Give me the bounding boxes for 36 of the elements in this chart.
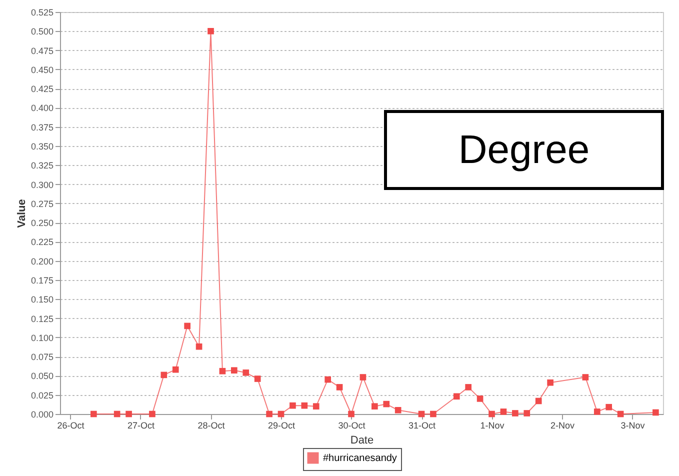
y-tick-label: 0.175: [30, 276, 54, 286]
y-tick-label: 0.125: [30, 314, 54, 324]
y-tick-label: 0.050: [30, 371, 54, 382]
y-tick-label: 0.375: [30, 122, 54, 132]
y-tick-label: 0.075: [30, 352, 54, 362]
x-axis-title: Date: [350, 434, 374, 446]
y-tick-label: 0.000: [30, 410, 54, 420]
legend-label: #hurricanesandy: [323, 453, 397, 464]
x-tick-label: 29-Oct: [268, 420, 296, 430]
y-tick-label: 0.200: [30, 256, 54, 266]
x-tick-label: 27-Oct: [127, 420, 155, 430]
x-tick-label: 3-Nov: [620, 420, 646, 430]
text-frame: Degree: [384, 110, 664, 190]
y-tick-label: 0.525: [30, 8, 54, 18]
y-tick-label: 0.225: [30, 237, 54, 248]
y-tick-label: 0.250: [30, 218, 54, 228]
x-tick-label: 28-Oct: [198, 420, 226, 430]
y-tick-label: 0.500: [30, 26, 54, 37]
y-tick-label: 0.450: [30, 64, 54, 75]
y-tick-label: 0.475: [30, 46, 54, 56]
y-tick-label: 0.100: [30, 332, 54, 343]
x-tick-label: 2-Nov: [550, 420, 576, 430]
x-tick-label: 26-Oct: [57, 420, 85, 430]
y-tick-label: 0.400: [30, 103, 54, 114]
y-tick-label: 0.300: [30, 180, 54, 190]
y-tick-label: 0.350: [30, 142, 54, 152]
x-tick-label: 1-Nov: [480, 420, 505, 430]
y-tick-label: 0.425: [30, 84, 54, 94]
y-tick-label: 0.275: [30, 198, 54, 209]
y-tick-label: 0.150: [30, 294, 54, 305]
annotation: Degree: [458, 128, 590, 172]
y-axis-title: Value: [16, 199, 28, 228]
y-tick-label: 0.325: [30, 160, 54, 171]
x-tick-label: 31-Oct: [408, 420, 436, 430]
y-tick-label: 0.025: [30, 390, 54, 400]
x-tick-label: 30-Oct: [338, 420, 366, 430]
